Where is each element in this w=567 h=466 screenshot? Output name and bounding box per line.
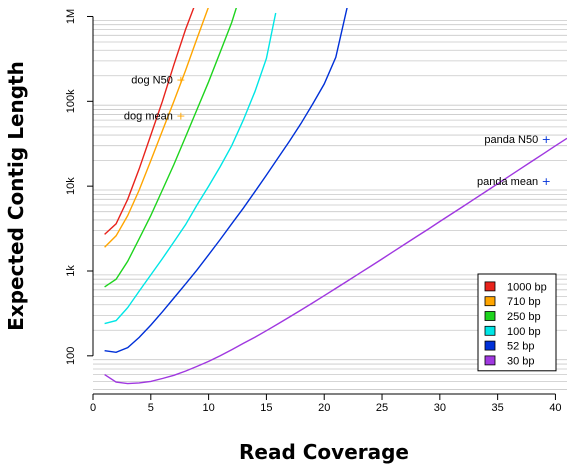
x-tick-label: 5 [148,402,154,414]
annotation-label: dog mean [124,111,173,123]
legend-swatch [484,296,496,307]
x-tick-label: 15 [260,402,272,414]
legend-label: 250 bp [507,311,541,323]
series-line-100-bp [104,12,277,325]
x-tick-label: 0 [90,402,96,414]
series-line-710-bp [104,8,209,248]
x-tick-label: 10 [202,402,214,414]
legend-swatch [484,355,496,366]
axes: 100 1k 10k 100k 1M 0 5 10 15 20 25 30 35 40 [65,9,562,414]
annotation-label: panda N50 [484,134,538,146]
legend-label: 710 bp [507,296,541,308]
legend-label: 30 bp [507,355,535,367]
legend: 1000 bp 710 bp 250 bp 100 bp 52 bp 30 bp [477,273,557,372]
series-line-52-bp [104,8,348,354]
legend-swatch [484,340,496,351]
legend-swatch [484,325,496,336]
y-tick-label: 10k [65,177,77,195]
x-tick-label: 20 [318,402,330,414]
series-lines [104,8,567,385]
x-tick-label: 30 [434,402,446,414]
annotation-marker: + [542,133,551,146]
y-tick-label: 1M [65,9,77,24]
annotation-marker: + [542,175,551,188]
series-line-1000-bp [104,8,195,235]
series-line-30-bp [104,137,567,385]
legend-swatch [484,311,496,321]
legend-label: 52 bp [507,341,535,353]
x-tick-label: 40 [549,402,561,414]
annotations: dog N50 +dog mean +panda N50 +panda mean + [124,74,551,188]
y-tick-label: 100 [65,347,77,365]
legend-label: 100 bp [507,326,541,338]
annotation-label: dog N50 [131,75,173,87]
annotation-label: panda mean [477,176,538,188]
y-tick-label: 100k [65,89,77,113]
x-axis-title: Read Coverage [239,440,409,464]
legend-label: 1000 bp [507,281,547,293]
series-line-250-bp [104,8,238,288]
legend-swatch [484,281,496,292]
y-axis-title: Expected Contig Length [4,61,28,331]
x-tick-label: 35 [492,402,504,414]
annotation-marker: + [176,74,185,87]
y-tick-label: 1k [65,265,77,277]
annotation-marker: + [176,110,185,123]
x-tick-label: 25 [376,402,388,414]
